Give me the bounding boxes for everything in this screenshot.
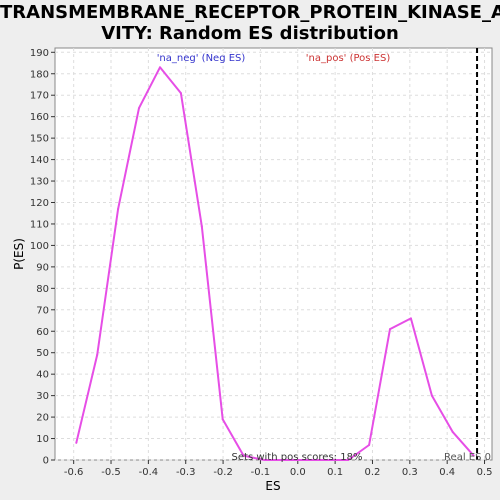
y-tick-label: 110 bbox=[30, 219, 49, 230]
y-tick-label: 60 bbox=[36, 327, 49, 338]
y-tick-label: 40 bbox=[36, 370, 49, 381]
data-point bbox=[200, 225, 203, 228]
y-tick-label: 130 bbox=[30, 177, 49, 188]
data-point bbox=[263, 459, 266, 461]
y-tick-label: 80 bbox=[36, 284, 49, 295]
data-point bbox=[284, 459, 287, 461]
y-tick-label: 90 bbox=[36, 262, 49, 273]
y-tick-label: 70 bbox=[36, 305, 49, 316]
real-es-label: Real ES 0 bbox=[444, 452, 491, 463]
y-tick-label: 100 bbox=[30, 241, 49, 252]
y-tick-label: 0 bbox=[43, 456, 49, 467]
x-tick-label: -0.3 bbox=[176, 467, 196, 478]
y-tick-label: 150 bbox=[30, 134, 49, 145]
series-layer bbox=[75, 66, 475, 461]
y-tick-label: 190 bbox=[30, 48, 49, 59]
x-tick-label: -0.4 bbox=[139, 467, 159, 478]
x-tick-label: -0.2 bbox=[213, 467, 233, 478]
data-point bbox=[389, 328, 392, 331]
y-tick-label: 50 bbox=[36, 348, 49, 359]
data-point bbox=[368, 443, 371, 446]
data-point bbox=[430, 394, 433, 397]
x-tick-label: -0.6 bbox=[64, 467, 84, 478]
data-point bbox=[409, 317, 412, 320]
y-tick-label: 170 bbox=[30, 91, 49, 102]
x-tick-label: 0.4 bbox=[439, 467, 455, 478]
grid bbox=[55, 48, 492, 461]
data-point bbox=[96, 353, 99, 356]
data-point bbox=[179, 92, 182, 95]
x-axis-title: ES bbox=[265, 479, 280, 493]
x-tick-label: 0.0 bbox=[290, 467, 306, 478]
axis-ticks: -0.6 -0.5 -0.4 -0.3 -0.2 -0.1 0.0 0.1 0.2 0.3 0.4 0… bbox=[30, 48, 493, 478]
data-point bbox=[138, 107, 141, 110]
pos-scores-label: Sets with pos scores: 18% bbox=[232, 452, 363, 463]
chart-title: TRANSMEMBRANE_RECEPTOR_PROTEIN_KINASE_AC… bbox=[0, 2, 500, 44]
series-line bbox=[75, 66, 475, 461]
data-point bbox=[451, 431, 454, 434]
y-tick-label: 160 bbox=[30, 112, 49, 123]
y-tick-label: 180 bbox=[30, 69, 49, 80]
data-point bbox=[242, 454, 245, 457]
pos-es-label: 'na_pos' (Pos ES) bbox=[306, 53, 391, 64]
chart-title-line-1: TRANSMEMBRANE_RECEPTOR_PROTEIN_KINASE_AC… bbox=[0, 2, 500, 23]
x-tick-label: 0.1 bbox=[327, 467, 343, 478]
x-tick-label: 0.3 bbox=[402, 467, 418, 478]
data-point bbox=[347, 459, 350, 461]
neg-es-label: 'na_neg' (Neg ES) bbox=[157, 53, 246, 64]
y-tick-label: 140 bbox=[30, 155, 49, 166]
y-tick-label: 10 bbox=[36, 434, 49, 445]
y-axis-title: P(ES) bbox=[12, 238, 26, 270]
y-tick-label: 20 bbox=[36, 413, 49, 424]
data-point bbox=[117, 207, 120, 210]
data-point bbox=[305, 459, 308, 461]
data-point bbox=[472, 454, 475, 457]
data-point bbox=[326, 459, 329, 461]
x-tick-label: -0.5 bbox=[101, 467, 121, 478]
x-tick-label: 0.2 bbox=[365, 467, 381, 478]
y-tick-label: 120 bbox=[30, 198, 49, 209]
chart-title-line-2: VITY: Random ES distribution bbox=[101, 23, 399, 44]
x-tick-label: 0.5 bbox=[477, 467, 493, 478]
plot-area bbox=[54, 47, 493, 461]
x-tick-label: -0.1 bbox=[251, 467, 271, 478]
data-point bbox=[75, 441, 78, 444]
y-tick-label: 30 bbox=[36, 391, 49, 402]
data-point bbox=[221, 418, 224, 421]
data-point bbox=[158, 66, 161, 69]
